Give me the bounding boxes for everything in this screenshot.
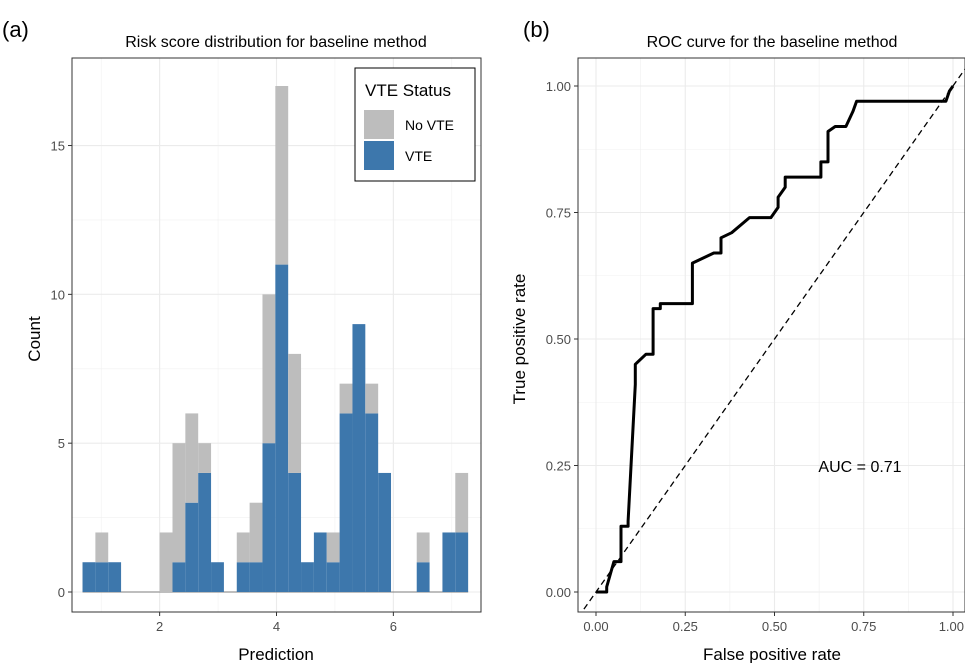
bar-vte bbox=[288, 472, 302, 592]
histogram-xlabel: Prediction bbox=[238, 645, 314, 663]
roc-y-tick-label: 1.00 bbox=[546, 79, 571, 94]
histogram-x-tick-label: 4 bbox=[273, 619, 280, 634]
bar-no-vte bbox=[275, 86, 289, 265]
roc-diagonal-reference bbox=[581, 67, 965, 612]
roc-ylabel: True positive rate bbox=[510, 274, 529, 405]
histogram-x-tick-label: 2 bbox=[156, 619, 163, 634]
roc-plot: 0.00 0.25 0.50 0.75 1.00 0.00 0.25 0.50 0.75 1.00 bbox=[546, 57, 965, 634]
bar-no-vte bbox=[326, 532, 340, 563]
roc-x-tick-label: 0.75 bbox=[851, 619, 876, 634]
legend-label-no-vte: No VTE bbox=[405, 117, 454, 133]
bar-vte bbox=[455, 532, 469, 592]
roc-x-tick-label: 0.25 bbox=[673, 619, 698, 634]
bar-no-vte bbox=[172, 443, 186, 563]
bar-vte bbox=[313, 532, 327, 592]
bar-vte bbox=[172, 562, 186, 592]
roc-curve bbox=[596, 85, 955, 594]
bar-vte bbox=[185, 502, 199, 592]
bar-vte bbox=[275, 264, 289, 592]
auc-annotation: AUC = 0.71 bbox=[818, 459, 901, 476]
bar-no-vte bbox=[236, 532, 250, 563]
bar-vte bbox=[442, 532, 456, 592]
panel-a-tag: (a) bbox=[2, 17, 29, 42]
histogram-y-tick-label: 10 bbox=[51, 287, 65, 302]
bar-no-vte bbox=[262, 294, 276, 444]
bar-no-vte bbox=[416, 532, 430, 563]
bar-vte bbox=[198, 472, 212, 592]
roc-xlabel: False positive rate bbox=[703, 645, 841, 663]
bar-vte bbox=[108, 562, 122, 592]
bar-vte bbox=[95, 562, 109, 592]
histogram-legend: VTE Status No VTE VTE bbox=[354, 67, 476, 182]
roc-x-tick-label: 0.00 bbox=[583, 619, 608, 634]
bar-vte bbox=[326, 562, 340, 592]
histogram-y-tick-label: 5 bbox=[58, 436, 65, 451]
legend-key-vte bbox=[364, 141, 394, 170]
histogram-y-tick-label: 15 bbox=[51, 139, 65, 154]
bar-vte bbox=[416, 562, 430, 592]
bar-no-vte bbox=[249, 502, 263, 563]
bar-vte bbox=[365, 413, 379, 592]
roc-y-tick-label: 0.50 bbox=[546, 332, 571, 347]
roc-y-tick-label: 0.00 bbox=[546, 585, 571, 600]
bar-vte bbox=[378, 472, 392, 592]
panel-b-tag: (b) bbox=[523, 17, 550, 42]
bar-no-vte bbox=[288, 353, 302, 473]
bar-vte bbox=[262, 443, 276, 592]
bar-no-vte bbox=[185, 413, 199, 503]
legend-title: VTE Status bbox=[365, 81, 451, 100]
bar-vte bbox=[301, 562, 314, 592]
bar-no-vte bbox=[198, 443, 212, 473]
roc-y-tick-label: 0.75 bbox=[546, 206, 571, 221]
roc-x-tick-label: 0.50 bbox=[762, 619, 787, 634]
bar-vte bbox=[236, 562, 250, 592]
legend-key-no-vte bbox=[364, 110, 394, 139]
histogram-title: Risk score distribution for baseline met… bbox=[125, 34, 426, 51]
bar-vte bbox=[211, 562, 224, 592]
bar-vte bbox=[82, 562, 96, 592]
bar-vte bbox=[249, 562, 263, 592]
roc-title: ROC curve for the baseline method bbox=[647, 34, 898, 51]
bar-no-vte bbox=[365, 383, 379, 414]
bar-no-vte bbox=[455, 472, 469, 533]
roc-frame bbox=[577, 57, 965, 613]
legend-label-vte: VTE bbox=[405, 148, 432, 164]
roc-y-tick-label: 0.25 bbox=[546, 459, 571, 474]
bar-no-vte bbox=[159, 532, 173, 592]
bar-vte bbox=[352, 324, 366, 592]
bar-vte bbox=[339, 413, 353, 592]
histogram-y-tick-label: 0 bbox=[58, 585, 65, 600]
bar-no-vte bbox=[95, 532, 109, 563]
bar-no-vte bbox=[339, 383, 353, 414]
roc-x-tick-label: 1.00 bbox=[939, 619, 964, 634]
histogram-ylabel: Count bbox=[25, 316, 44, 362]
histogram-x-tick-label: 6 bbox=[390, 619, 397, 634]
